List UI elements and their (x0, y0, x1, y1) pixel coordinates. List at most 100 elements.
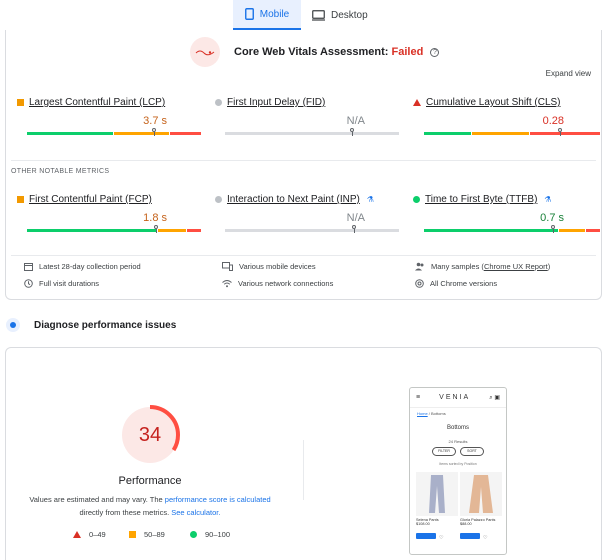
info-visit-durations-text: Full visit durations (39, 279, 100, 288)
note-prefix: Values are estimated and may vary. The (29, 495, 165, 504)
preview-sort-button: SORT (460, 447, 484, 456)
performance-score: 34 (138, 424, 162, 446)
preview-product: Gloria Palazzo Pants $88.00 ♡ (460, 472, 502, 544)
preview-results: 24 Results (448, 439, 468, 444)
cwv-assessment: Core Web Vitals Assessment: Failed ? (190, 37, 440, 67)
metric-cls: Cumulative Layout Shift (CLS) 0.28 (413, 97, 600, 136)
users-icon (415, 262, 424, 271)
metric-lcp-marker (152, 128, 157, 136)
metric-inp: Interaction to Next Paint (INP) ⚗ N/A (215, 194, 399, 233)
metric-fid-marker (350, 128, 355, 136)
wifi-icon (222, 280, 232, 288)
preview-filter-button: FILTER (432, 447, 456, 456)
devices-icon (222, 262, 233, 271)
metric-lcp: Largest Contentful Paint (LCP) 3.7 s (17, 97, 201, 136)
cart-icon: ▣ (494, 394, 500, 401)
metric-fcp-value: 1.8 s (143, 212, 167, 224)
metric-inp-value: N/A (346, 212, 365, 224)
failed-assessment-icon (190, 37, 220, 67)
info-visit-durations: Full visit durations (24, 279, 99, 288)
vertical-divider (303, 440, 304, 500)
preview-breadcrumb-current: Bottoms (431, 411, 446, 416)
poor-triangle-icon (73, 531, 81, 538)
average-indicator-icon (17, 196, 24, 203)
metric-inp-marker (351, 225, 356, 233)
device-tabs: Mobile Desktop (0, 0, 602, 30)
calculator-link[interactable]: See calculator. (171, 508, 221, 517)
add-to-cart-icon (460, 533, 480, 539)
info-devices-text: Various mobile devices (239, 262, 316, 271)
info-network: Various network connections (222, 279, 333, 288)
product-image (416, 472, 458, 516)
other-metrics-heading: OTHER NOTABLE METRICS (11, 168, 110, 175)
legend-poor-label: 0–49 (89, 530, 106, 539)
performance-gauge-arc (120, 405, 180, 465)
heart-icon: ♡ (439, 535, 444, 541)
product-price: $108.00 (416, 522, 430, 526)
metric-lcp-distribution (27, 132, 201, 135)
expand-view-button[interactable]: Expand view (545, 69, 591, 78)
metric-cls-link[interactable]: Cumulative Layout Shift (CLS) (426, 97, 561, 108)
monitor-icon (312, 9, 325, 21)
info-collection-period: Latest 28-day collection period (24, 262, 141, 271)
average-square-icon (129, 531, 136, 538)
info-network-text: Various network connections (238, 279, 334, 288)
info-chrome-versions-text: All Chrome versions (430, 279, 498, 288)
tab-desktop-label: Desktop (331, 9, 368, 21)
info-collection-period-text: Latest 28-day collection period (39, 262, 141, 271)
assessment-status: Failed (391, 46, 424, 58)
metric-fid-link[interactable]: First Input Delay (FID) (227, 97, 326, 108)
metric-lcp-link[interactable]: Largest Contentful Paint (LCP) (29, 97, 166, 108)
good-circle-icon (190, 531, 197, 538)
product-name: Selena Pants (416, 518, 439, 522)
preview-product: Selena Pants $108.00 ♡ (416, 472, 458, 544)
legend-poor: 0–49 (73, 530, 106, 539)
preview-header-icons: ⌕ ▣ (489, 394, 500, 402)
metric-cls-distribution (424, 132, 600, 135)
info-devices: Various mobile devices (222, 262, 316, 271)
core-web-vitals-card (5, 30, 602, 300)
metric-inp-link[interactable]: Interaction to Next Paint (INP) (227, 194, 360, 205)
preview-breadcrumb-home: Home (417, 411, 428, 416)
legend-good-label: 90–100 (205, 530, 231, 539)
tab-desktop[interactable]: Desktop (312, 0, 382, 30)
good-indicator-icon (413, 196, 420, 203)
assessment-title: Core Web Vitals Assessment: Failed ? (234, 46, 440, 58)
calendar-icon (24, 263, 33, 271)
legend-average-label: 50–89 (144, 530, 165, 539)
note-mid: directly from these metrics. (79, 508, 172, 517)
metric-ttfb-value: 0.7 s (540, 212, 564, 224)
add-to-cart-icon (416, 533, 436, 539)
preview-sorted-by: Items sorted by Position (439, 462, 477, 466)
info-samples-suffix: ) (547, 262, 551, 271)
metric-fcp-marker (153, 225, 158, 233)
metric-fcp: First Contentful Paint (FCP) 1.8 s (17, 194, 201, 233)
no-data-indicator-icon (215, 196, 222, 203)
info-samples: Many samples (Chrome UX Report) (415, 262, 550, 271)
help-icon[interactable]: ? (430, 47, 440, 57)
diagnose-icon (6, 318, 20, 332)
metric-fcp-link[interactable]: First Contentful Paint (FCP) (29, 194, 152, 205)
phone-icon (244, 8, 254, 20)
heart-icon: ♡ (483, 535, 488, 541)
metric-ttfb-distribution (424, 229, 600, 232)
average-indicator-icon (17, 99, 24, 106)
poor-indicator-icon (413, 99, 421, 106)
tab-mobile[interactable]: Mobile (233, 0, 301, 30)
chrome-ux-report-link[interactable]: Chrome UX Report (483, 262, 548, 271)
menu-icon: ≡ (416, 394, 421, 401)
metric-ttfb-marker (550, 225, 555, 233)
score-calculated-link[interactable]: performance score is calculated (164, 495, 271, 504)
section-divider (11, 160, 596, 161)
product-image (460, 472, 502, 516)
performance-note: Values are estimated and may vary. The p… (0, 493, 300, 519)
metric-inp-distribution (225, 229, 399, 232)
info-samples-prefix: Many samples ( (431, 262, 484, 271)
assessment-label: Core Web Vitals Assessment: (234, 46, 389, 58)
metric-ttfb-link[interactable]: Time to First Byte (TTFB) (425, 194, 538, 205)
preview-title: Bottoms (446, 425, 469, 431)
preview-header: ≡ VENIA ⌕ ▣ (410, 388, 506, 408)
product-price: $88.00 (460, 522, 472, 526)
info-divider (11, 255, 596, 256)
info-chrome-versions: All Chrome versions (415, 279, 497, 288)
